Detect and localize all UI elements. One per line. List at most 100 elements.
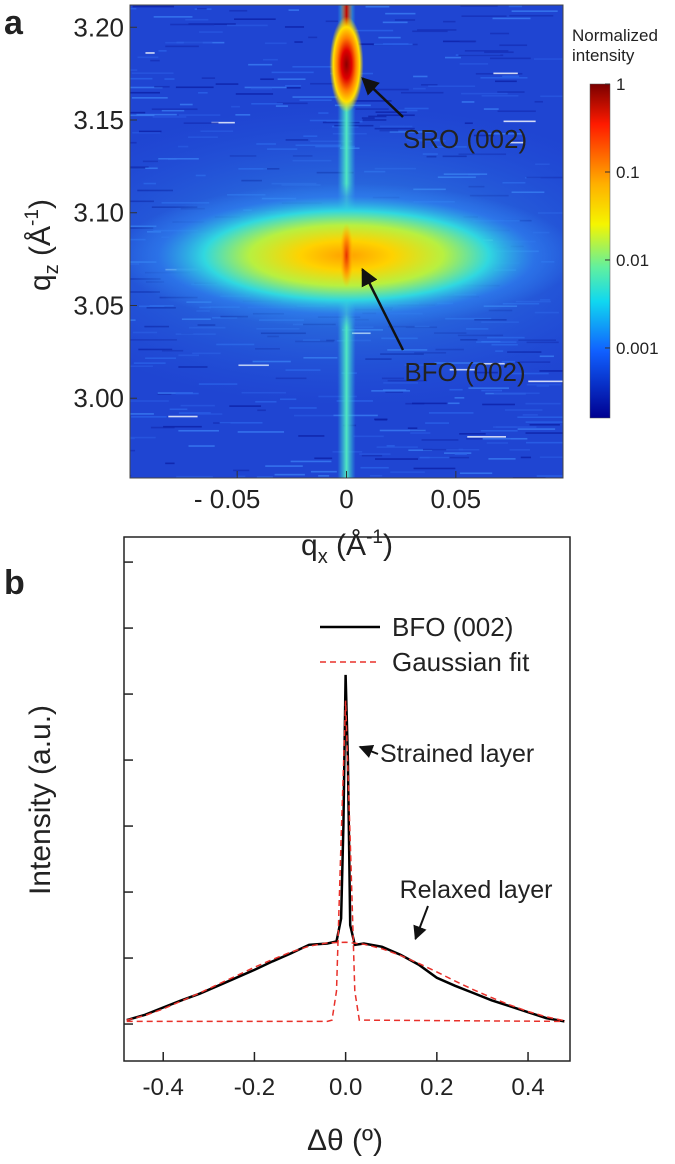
noise xyxy=(454,453,467,455)
noise xyxy=(458,54,504,57)
noise xyxy=(294,41,303,43)
noise xyxy=(509,14,554,17)
heatmap xyxy=(114,5,563,478)
noise xyxy=(353,435,384,438)
noise xyxy=(131,97,168,99)
noise xyxy=(178,429,219,432)
noise xyxy=(482,403,515,406)
noise xyxy=(289,407,317,409)
noise xyxy=(536,385,550,387)
noise xyxy=(197,413,223,415)
x-tick-label: -0.4 xyxy=(143,1074,184,1101)
noise xyxy=(130,474,132,477)
noise xyxy=(497,91,525,93)
noise xyxy=(493,72,518,75)
noise xyxy=(522,414,538,416)
noise xyxy=(286,87,301,89)
noise xyxy=(260,78,274,81)
noise xyxy=(293,414,334,417)
noise xyxy=(274,473,305,476)
noise xyxy=(263,58,278,61)
noise xyxy=(536,475,563,477)
noise xyxy=(489,57,531,60)
noise xyxy=(132,131,161,134)
noise xyxy=(130,91,160,94)
x-tick-label: 0.0 xyxy=(329,1074,362,1101)
noise xyxy=(459,40,477,43)
noise xyxy=(188,445,215,447)
noise xyxy=(256,476,273,478)
noise xyxy=(394,19,416,21)
colorbar-tick-label: 0.1 xyxy=(616,163,640,182)
noise xyxy=(130,436,156,439)
noise xyxy=(404,107,429,110)
annotation-arrow xyxy=(361,77,404,118)
noise xyxy=(116,270,124,272)
noise xyxy=(533,58,563,60)
noise xyxy=(383,43,409,45)
noise xyxy=(292,66,333,68)
noise xyxy=(345,100,392,102)
noise xyxy=(375,458,419,460)
noise xyxy=(425,422,450,424)
noise xyxy=(308,36,318,39)
noise xyxy=(299,99,332,102)
noise xyxy=(150,59,160,62)
noise xyxy=(277,78,306,80)
noise xyxy=(493,392,540,395)
noise xyxy=(525,421,563,423)
legend-label: BFO (002) xyxy=(392,612,513,642)
panel-label: b xyxy=(4,564,25,602)
colorbar-tick-label: 0.001 xyxy=(616,339,659,358)
peak xyxy=(329,16,364,113)
noise xyxy=(497,110,536,113)
noise xyxy=(157,393,172,395)
noise xyxy=(480,76,528,79)
noise xyxy=(417,29,457,31)
noise xyxy=(114,375,126,377)
noise xyxy=(170,23,215,26)
noise xyxy=(464,50,509,52)
y-tick-label: 3.15 xyxy=(73,105,124,135)
noise xyxy=(428,412,474,414)
noise xyxy=(284,26,305,28)
noise xyxy=(244,86,287,89)
noise xyxy=(461,15,507,17)
colorbar-tick-label: 1 xyxy=(616,75,625,94)
noise xyxy=(412,30,448,33)
noise xyxy=(486,442,508,444)
noise xyxy=(412,402,447,405)
noise xyxy=(539,456,563,458)
noise xyxy=(130,413,154,415)
noise xyxy=(180,404,215,407)
noise xyxy=(275,105,288,107)
noise xyxy=(130,449,136,452)
data-line xyxy=(126,674,565,1023)
noise xyxy=(290,460,332,463)
colorbar xyxy=(589,83,611,419)
noise xyxy=(499,44,528,47)
noise xyxy=(136,113,177,116)
noise xyxy=(161,109,185,112)
annotation: Strained layer xyxy=(380,740,534,768)
annotation-arrow xyxy=(413,905,429,941)
noise xyxy=(165,45,199,48)
noise xyxy=(526,383,562,386)
annotation: Relaxed layer xyxy=(400,876,553,904)
noise xyxy=(407,427,418,429)
noise xyxy=(168,415,198,418)
noise xyxy=(130,114,155,117)
noise xyxy=(461,92,508,95)
noise xyxy=(157,392,193,394)
x-tick-label: - 0.05 xyxy=(194,484,261,514)
noise xyxy=(484,51,514,54)
noise xyxy=(150,426,175,429)
noise xyxy=(130,69,138,71)
noise xyxy=(257,409,266,412)
noise xyxy=(298,435,325,437)
noise xyxy=(165,462,175,465)
noise xyxy=(310,470,337,473)
noise xyxy=(365,5,390,8)
noise xyxy=(169,408,188,411)
